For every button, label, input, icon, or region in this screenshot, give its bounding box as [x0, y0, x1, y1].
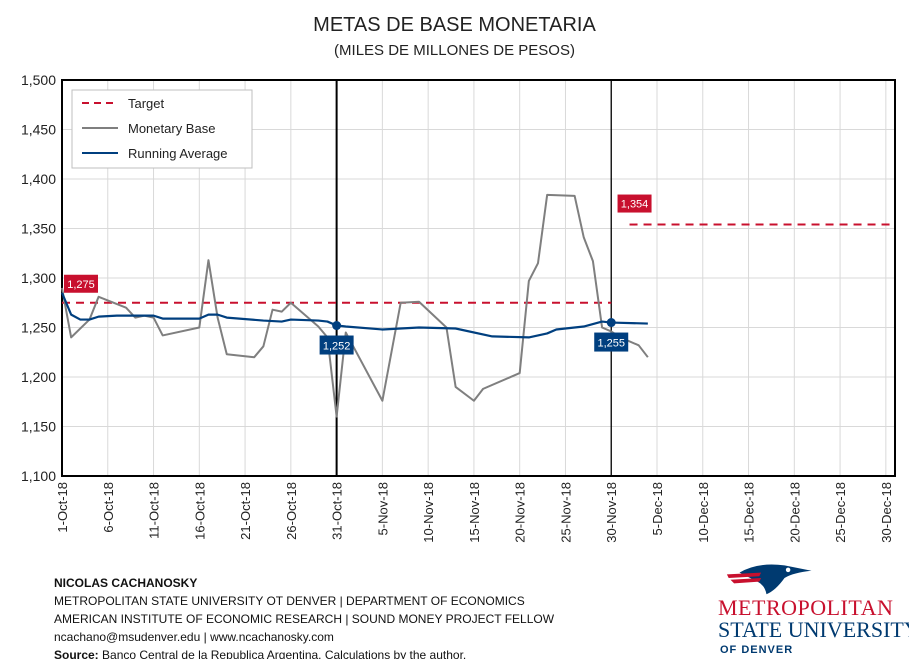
logo-line1: METROPOLITAN: [718, 595, 894, 620]
target-label-box: [64, 274, 98, 293]
x-tick-label: 20-Dec-18: [787, 482, 802, 543]
x-tick-label: 15-Dec-18: [742, 482, 757, 543]
legend-label: Target: [128, 96, 165, 111]
x-tick-label: 20-Nov-18: [513, 482, 528, 543]
x-tick-label: 10-Nov-18: [421, 482, 436, 543]
y-tick-label: 1,100: [21, 468, 56, 484]
target-label-box: [617, 194, 652, 213]
footer-line1: METROPOLITAN STATE UNIVERSITY OT DENVER …: [54, 594, 525, 608]
chart-subtitle: (MILES DE MILLONES DE PESOS): [334, 42, 575, 59]
footer-line2: AMERICAN INSTITUTE OF ECONOMIC RESEARCH …: [54, 612, 555, 626]
x-tick-label: 30-Nov-18: [604, 482, 619, 543]
target-label: 1,275: [67, 279, 95, 291]
x-tick-label: 15-Nov-18: [467, 482, 482, 543]
logo-line3: OF DENVER: [720, 644, 794, 656]
y-tick-label: 1,150: [21, 419, 56, 435]
running-average-marker: [606, 318, 616, 328]
x-tick-label: 5-Nov-18: [375, 482, 390, 535]
chart-plot: 1,100 1,150 1,200 1,250 1,300 1,350 1,400 1,450…: [21, 72, 896, 543]
plot-border: [61, 79, 896, 477]
legend-label: Running Average: [128, 146, 228, 161]
x-tick-label: 1-Oct-18: [55, 482, 70, 533]
y-tick-label: 1,300: [21, 270, 56, 286]
annotation-label: 1,255: [597, 338, 625, 350]
x-tick-label: 31-Oct-18: [330, 482, 345, 540]
x-tick-label: 6-Oct-18: [101, 482, 116, 533]
x-tick-label: 16-Oct-18: [192, 482, 207, 540]
x-tick-label: 25-Dec-18: [833, 482, 848, 543]
x-tick-label: 25-Nov-18: [558, 482, 573, 543]
x-tick-label: 30-Dec-18: [879, 482, 894, 543]
x-tick-label: 11-Oct-18: [147, 482, 162, 539]
author: NICOLAS CACHANOSKY: [54, 576, 198, 590]
logo-line2: STATE UNIVERSITY: [718, 617, 909, 642]
x-tick-label: 5-Dec-18: [650, 482, 665, 535]
legend-label: Monetary Base: [128, 121, 215, 136]
y-tick-label: 1,500: [21, 72, 56, 88]
source-text: Banco Central de la Republica Argentina.…: [98, 648, 467, 659]
y-tick-label: 1,400: [21, 171, 56, 187]
target-label: 1,354: [621, 199, 649, 211]
footer-line3: ncachano@msudenver.edu | www.ncachanosky…: [54, 630, 334, 644]
chart-title: METAS DE BASE MONETARIA: [313, 14, 596, 36]
running-average-marker: [332, 321, 342, 331]
footer: NICOLAS CACHANOSKY METROPOLITAN STATE UN…: [54, 574, 554, 659]
monetary-base-line: [61, 193, 649, 418]
y-tick-label: 1,250: [21, 320, 56, 336]
source-label: Source:: [54, 648, 99, 659]
annotation-box: [594, 332, 629, 352]
y-tick-label: 1,200: [21, 369, 56, 385]
y-tick-label: 1,350: [21, 221, 56, 237]
x-tick-label: 10-Dec-18: [696, 482, 711, 543]
roadrunner-logo-icon: [726, 564, 812, 595]
x-tick-label: 26-Oct-18: [284, 482, 299, 540]
x-tick-label: 21-Oct-18: [238, 482, 253, 540]
running-average-line: [60, 292, 648, 339]
annotation-label: 1,252: [323, 341, 351, 353]
annotation-box: [319, 335, 354, 355]
y-tick-label: 1,450: [21, 122, 56, 138]
